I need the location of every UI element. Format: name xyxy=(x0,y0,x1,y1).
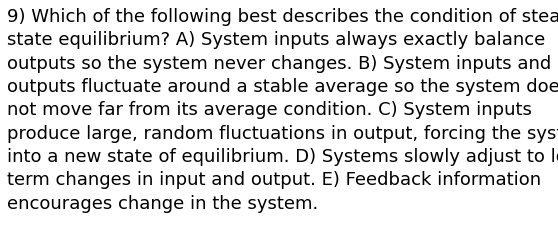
Text: 9) Which of the following best describes the condition of steady-
state equilibr: 9) Which of the following best describes… xyxy=(7,8,558,212)
